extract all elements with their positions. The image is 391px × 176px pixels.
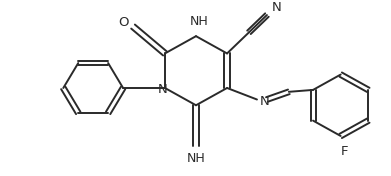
Text: N: N <box>260 95 270 108</box>
Text: N: N <box>272 1 282 14</box>
Text: O: O <box>118 16 128 29</box>
Text: NH: NH <box>187 152 205 165</box>
Text: F: F <box>341 145 348 158</box>
Text: NH: NH <box>190 15 208 28</box>
Text: N: N <box>158 83 168 96</box>
